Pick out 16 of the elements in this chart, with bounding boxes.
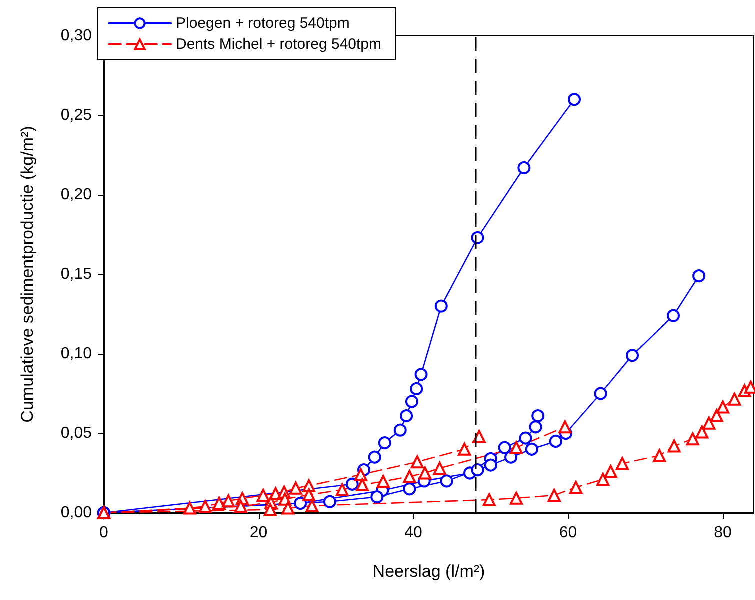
legend-label: Dents Michel + rotoreg 540tpm: [176, 36, 382, 53]
y-axis-title: Cumulatieve sedimentproductie (kg/m²): [18, 126, 37, 423]
x-tick-label: 0: [100, 524, 109, 542]
x-tick-label: 80: [714, 524, 732, 542]
x-tick-label: 20: [250, 524, 268, 542]
x-axis-title: Neerslag (l/m²): [372, 562, 486, 581]
legend-label: Ploegen + rotoreg 540tpm: [176, 15, 350, 32]
y-tick-label: 0,30: [60, 28, 92, 44]
y-tick-label: 0,25: [60, 107, 92, 124]
y-tick-label: 0,20: [60, 186, 92, 204]
x-tick-label: 40: [404, 524, 423, 542]
y-tick-label: 0,05: [60, 425, 92, 442]
y-tick-label: 0,10: [60, 346, 92, 362]
y-tick-label: 0,00: [60, 504, 92, 522]
y-tick-label: 0,15: [60, 266, 92, 283]
x-tick-label: 60: [559, 524, 578, 542]
